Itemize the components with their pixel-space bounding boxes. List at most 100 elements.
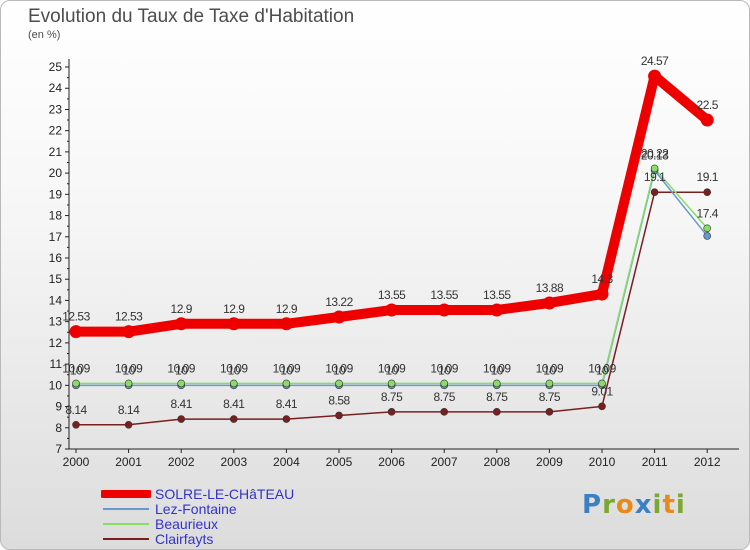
data-label-s0-9: 13.88: [536, 281, 564, 295]
data-label-s0-1: 12.53: [115, 310, 143, 324]
y-tick-label: 10: [49, 378, 63, 392]
data-label-s0-2: 12.9: [171, 302, 193, 316]
x-tick-label: 2011: [642, 455, 668, 469]
y-tick-label: 18: [49, 209, 63, 223]
data-point-s3-2: [177, 415, 185, 423]
data-label-s0-4: 12.9: [276, 302, 298, 316]
data-label-s1-11: 20.13: [641, 148, 669, 162]
y-tick-label: 15: [49, 272, 63, 286]
data-label-s1-3: 10: [228, 363, 241, 377]
y-tick-label: 24: [49, 81, 63, 95]
data-point-s3-11: [650, 188, 659, 197]
x-tick-label: 2012: [694, 455, 721, 469]
y-tick-label: 14: [49, 293, 63, 307]
data-point-s2-2: [177, 379, 185, 388]
data-label-s2-9: 10.09: [536, 361, 564, 375]
logo-letter: r: [602, 490, 616, 520]
data-point-s0-3: [227, 317, 241, 331]
data-point-s3-8: [492, 408, 501, 416]
legend-swatch-clairfayts: [103, 538, 149, 540]
data-point-s3-9: [545, 408, 554, 416]
data-label-s1-1: 10: [122, 363, 135, 377]
legend-label-beaurieux: Beaurieux: [155, 516, 219, 532]
data-point-s0-8: [490, 303, 504, 317]
data-label-s3-9: 8.75: [539, 390, 561, 404]
y-tick-label: 25: [49, 60, 63, 74]
data-label-s3-11: 19.1: [644, 170, 666, 184]
logo-letter: P: [582, 490, 603, 520]
data-label-s0-12: 22.5: [697, 98, 719, 112]
data-label-s3-1: 8.14: [118, 403, 140, 417]
y-tick-label: 7: [55, 442, 62, 456]
data-labels: 8.14 8.14 8.41 8.41 8.41 8.58 8.75 8.75 8.75 8.75…: [62, 54, 719, 417]
legend-swatch-lez-fontaine: [103, 508, 149, 510]
x-tick-label: 2006: [378, 455, 405, 469]
x-tick-label: 2004: [273, 455, 300, 469]
x-tick-label: 2008: [483, 455, 510, 469]
data-label-s2-1: 10.09: [115, 361, 143, 375]
axes: 7 8 9 10 11 12 13 14 15 16 17 18 19 20 21 22 23 24 25 2000 2…: [49, 59, 739, 469]
legend-label-lez-fontaine: Lez-Fontaine: [155, 501, 237, 517]
data-point-s3-0: [72, 421, 80, 429]
x-tick-label: 2000: [63, 455, 90, 469]
data-label-s1-9: 10: [543, 363, 556, 377]
x-tick-label: 2002: [168, 455, 195, 469]
data-point-s2-1: [124, 379, 133, 388]
y-tick-label: 23: [49, 102, 63, 116]
data-label-s0-7: 13.55: [430, 288, 458, 302]
data-label-s1-8: 10: [491, 363, 504, 377]
data-label-s3-2: 8.41: [171, 397, 193, 411]
data-point-s2-12: [703, 224, 712, 233]
data-point-s3-5: [335, 411, 343, 420]
data-label-s3-4: 8.41: [276, 397, 298, 411]
data-label-s0-3: 12.9: [223, 302, 245, 316]
data-point-s0-7: [437, 303, 451, 317]
data-label-s0-6: 13.55: [378, 288, 406, 302]
data-label-s3-6: 8.75: [381, 390, 403, 404]
legend-swatch-solre: [101, 490, 151, 498]
data-label-s2-10: 10.09: [588, 361, 616, 375]
x-tick-label: 2005: [326, 455, 353, 469]
data-label-s0-10: 14.3: [591, 272, 613, 286]
data-label-s2-12: 17.4: [697, 206, 719, 220]
data-point-s3-4: [282, 415, 291, 423]
logo-letter: x: [634, 490, 653, 520]
data-label-s2-2: 10.09: [167, 361, 195, 375]
data-point-s0-0: [69, 325, 83, 339]
logo-letter: o: [615, 490, 635, 520]
legend-swatch-beaurieux: [103, 523, 149, 525]
data-point-s0-12: [700, 113, 714, 127]
data-label-s3-8: 8.75: [486, 390, 508, 404]
data-point-s2-6: [387, 379, 396, 388]
data-label-s0-5: 13.22: [325, 295, 353, 309]
y-tick-label: 22: [49, 124, 63, 138]
data-point-s2-4: [282, 379, 291, 388]
data-point-s0-1: [122, 325, 136, 339]
legend-label-clairfayts: Clairfayts: [155, 531, 214, 547]
data-point-s3-7: [440, 408, 449, 416]
data-label-s2-5: 10.09: [325, 361, 353, 375]
data-point-s0-9: [542, 296, 556, 310]
data-label-s1-6: 10: [385, 363, 398, 377]
data-point-s0-2: [174, 317, 188, 331]
data-label-s3-3: 8.41: [223, 397, 245, 411]
data-label-s2-8: 10.09: [483, 361, 511, 375]
data-label-s3-5: 8.58: [328, 393, 350, 407]
y-tick-label: 12: [49, 336, 63, 350]
data-label-s2-6: 10.09: [378, 361, 406, 375]
x-tick-label: 2003: [220, 455, 247, 469]
data-point-s3-6: [387, 408, 396, 416]
proxiti-logo: Proxiti: [582, 490, 686, 520]
data-point-s0-4: [279, 317, 293, 331]
data-label-s1-10: 10: [596, 363, 609, 377]
data-point-s1-12: [703, 232, 712, 240]
y-tick-label: 20: [49, 166, 63, 180]
series-points: [69, 69, 714, 429]
data-point-s3-10: [598, 402, 606, 411]
data-label-s3-7: 8.75: [434, 390, 456, 404]
data-point-s2-11: [650, 164, 659, 173]
x-tick-label: 2010: [589, 455, 616, 469]
data-label-s0-11: 24.57: [641, 54, 669, 68]
legend-label-solre: SOLRE-LE-CHâTEAU: [155, 486, 295, 502]
